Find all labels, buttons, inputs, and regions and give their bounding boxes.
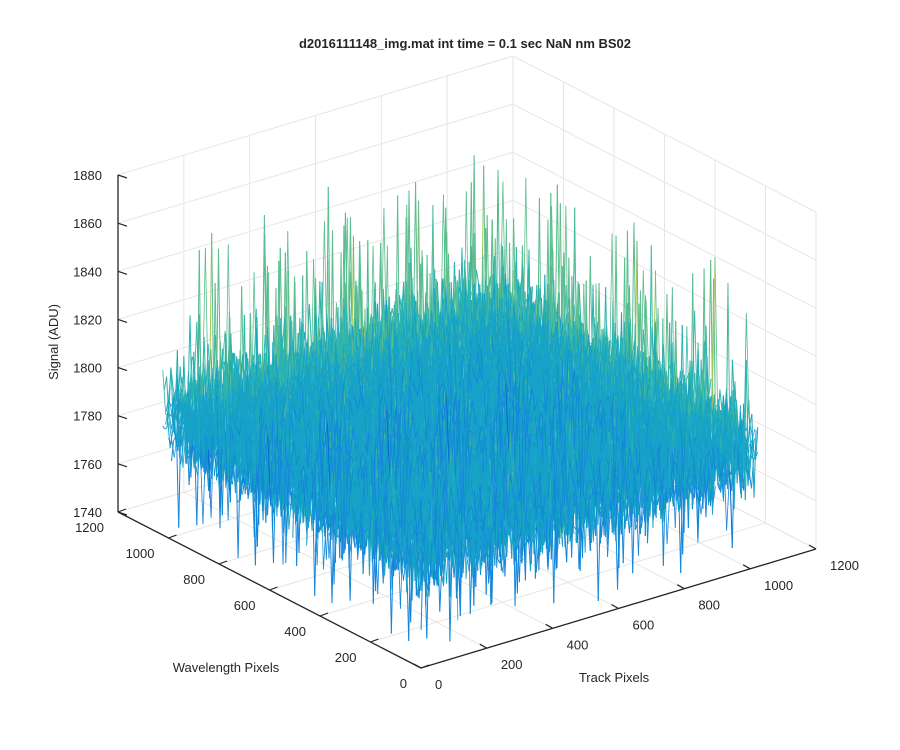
surface-segment	[171, 393, 175, 417]
surface-segment	[169, 404, 174, 421]
back-wall-grid-line	[117, 103, 514, 224]
surface-segment	[162, 425, 166, 430]
side-wall-grid-line	[512, 199, 817, 357]
back-wall-grid-line	[117, 199, 514, 320]
side-wall-grid-line	[512, 103, 817, 261]
surface-segment	[176, 441, 180, 528]
surface-segment	[475, 269, 479, 284]
back-wall-grid-line	[117, 151, 514, 272]
surface-mesh	[162, 155, 759, 642]
floor-grid-line	[370, 522, 766, 643]
surface-segment	[164, 427, 168, 430]
surface-segment	[170, 367, 174, 387]
surface-segment	[167, 399, 171, 405]
surface-segment	[167, 421, 171, 449]
side-wall-grid-line	[512, 151, 817, 309]
surface-segment	[165, 399, 169, 412]
surface-segment	[184, 389, 188, 407]
surface-segment	[174, 350, 178, 409]
surface-segment	[217, 248, 222, 393]
floor-grid-line	[319, 496, 716, 617]
side-wall-grid-line	[512, 55, 817, 213]
surface-segment	[172, 408, 176, 433]
surface-segment	[308, 304, 312, 347]
back-wall-grid-line	[117, 55, 514, 176]
surface-segment	[170, 440, 175, 462]
